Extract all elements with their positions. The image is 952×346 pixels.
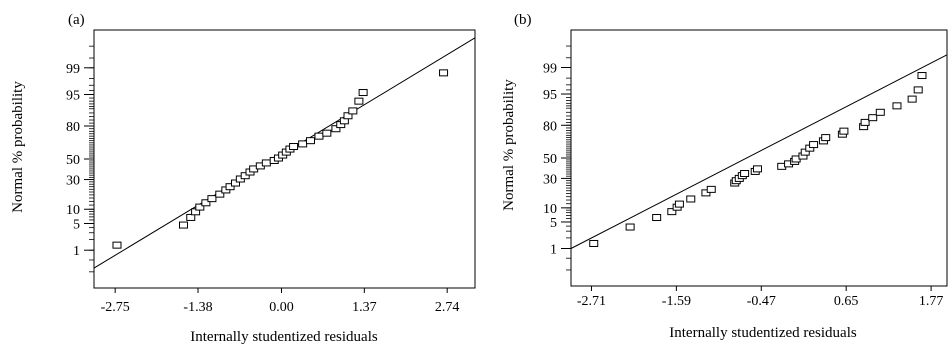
panel-b-xlabel: Internally studentized residuals xyxy=(669,325,857,341)
panel-b-xtick-label: 1.77 xyxy=(919,294,944,309)
panel-b-ytick-label: 1 xyxy=(550,242,557,257)
panel-b-xtick-label: 0.65 xyxy=(834,294,859,309)
panel-b-ytick-label: 80 xyxy=(543,119,557,134)
panel-b-ytick-label: 10 xyxy=(543,202,557,217)
panel-a-data-point xyxy=(322,129,332,137)
panel-b-data-point xyxy=(875,108,885,116)
panel-a-ytick-label: 5 xyxy=(73,217,80,232)
panel-b-xtick-label: -0.47 xyxy=(747,294,776,309)
panel-b-data-point xyxy=(800,148,810,156)
panel-a-data-point xyxy=(354,97,364,105)
panel-b-data-point xyxy=(821,134,831,142)
panel-a-ytick-label: 80 xyxy=(66,120,80,135)
panel-b: (b) -2.71 -1.59 -0.47 0.65 1.77 1 510 30 50 80 95 9… xyxy=(501,12,948,341)
panel-a-xtick-label: -1.38 xyxy=(183,300,212,315)
panel-a-data-point xyxy=(314,132,324,140)
panel-a-data-point xyxy=(201,199,211,207)
panel-a-ytick-label: 99 xyxy=(66,62,80,77)
panel-b-data-point xyxy=(892,102,902,110)
panel-a-xlabel: Internally studentized residuals xyxy=(190,329,378,345)
panel-b-ylabel: Normal % probability xyxy=(501,79,517,211)
panel-a-label: (a) xyxy=(68,12,85,28)
panel-a-xtick-label: 1.37 xyxy=(352,300,377,315)
panel-a-ytick-label: 30 xyxy=(66,174,80,189)
panel-a-data-point xyxy=(179,221,189,229)
panel-a-data-point xyxy=(225,183,235,191)
panel-b-data-point xyxy=(686,195,696,203)
panel-a-xtick-label: 2.74 xyxy=(435,300,460,315)
panel-b-data-point xyxy=(706,185,716,193)
panel-b-ytick-label: 5 xyxy=(550,216,557,231)
panel-a-data-point xyxy=(348,107,358,115)
panel-a-data-point xyxy=(343,112,353,120)
panel-b-plot-frame xyxy=(570,29,948,287)
panel-a-data-point xyxy=(298,140,308,148)
panel-a-xtick-label: 0.00 xyxy=(269,300,294,315)
panel-b-data-point xyxy=(589,239,599,247)
panel-b-data-point xyxy=(917,72,927,80)
panel-b-data-point xyxy=(674,200,684,208)
panel-a-data-point xyxy=(306,137,316,145)
panel-b-data-point xyxy=(839,127,849,135)
panel-a-data-point xyxy=(439,69,449,77)
panel-b-data-point xyxy=(667,208,677,216)
panel-a-data-point xyxy=(207,195,217,203)
panel-b-data-point xyxy=(913,86,923,94)
panel-a-data-point xyxy=(289,143,299,151)
panel-a-xtick-label: -2.75 xyxy=(101,300,130,315)
panel-b-data-point xyxy=(809,141,819,149)
panel-b-xtick-label: -2.71 xyxy=(577,294,606,309)
panel-b-data-point xyxy=(860,118,870,126)
panel-a-data-point xyxy=(231,179,241,187)
panel-a-data-point xyxy=(261,159,271,167)
panel-b-data-point xyxy=(652,214,662,222)
panel-b-marks: -2.71 -1.59 -0.47 0.65 1.77 1 510 30 50 80 95 99 xyxy=(543,45,948,309)
panel-b-ytick-label: 95 xyxy=(543,88,557,103)
panel-b-data-point xyxy=(907,95,917,103)
panel-b-ytick-label: 99 xyxy=(543,62,557,77)
panel-a-data-point xyxy=(215,190,225,198)
panel-a-data-point xyxy=(358,89,368,97)
panel-b-data-point xyxy=(868,114,878,122)
panel-a-ylabel: Normal % probability xyxy=(10,81,26,213)
panel-a-data-point xyxy=(195,203,205,211)
panel-b-data-point xyxy=(740,170,750,178)
panel-a-ytick-label: 1 xyxy=(73,244,80,259)
panel-b-data-point xyxy=(701,189,711,197)
panel-b-data-point xyxy=(625,223,635,231)
panel-b-ytick-label: 50 xyxy=(543,152,557,167)
panel-b-xtick-label: -1.59 xyxy=(662,294,691,309)
panel-a-ytick-label: 95 xyxy=(66,89,80,104)
panel-a-data-point xyxy=(186,213,196,221)
panel-a-ytick-label: 50 xyxy=(66,153,80,168)
panel-a-plot-frame xyxy=(93,29,476,289)
panel-b-ytick-label: 30 xyxy=(543,172,557,187)
panel-b-data-point xyxy=(752,165,762,173)
panel-a: (a) -2.75 -1.38 0.00 1.37 2.74 1 510 30 50 80 95 99… xyxy=(10,12,476,345)
panel-a-data-point xyxy=(240,172,250,180)
panel-a-ytick-label: 10 xyxy=(66,203,80,218)
panel-b-label: (b) xyxy=(514,12,532,28)
panel-b-fit-line xyxy=(570,54,948,249)
panel-a-marks: -2.75 -1.38 0.00 1.37 2.74 1 510 30 50 80 95 99 xyxy=(66,37,476,315)
panel-a-data-point xyxy=(112,241,122,249)
panel-a-data-point xyxy=(331,125,341,133)
